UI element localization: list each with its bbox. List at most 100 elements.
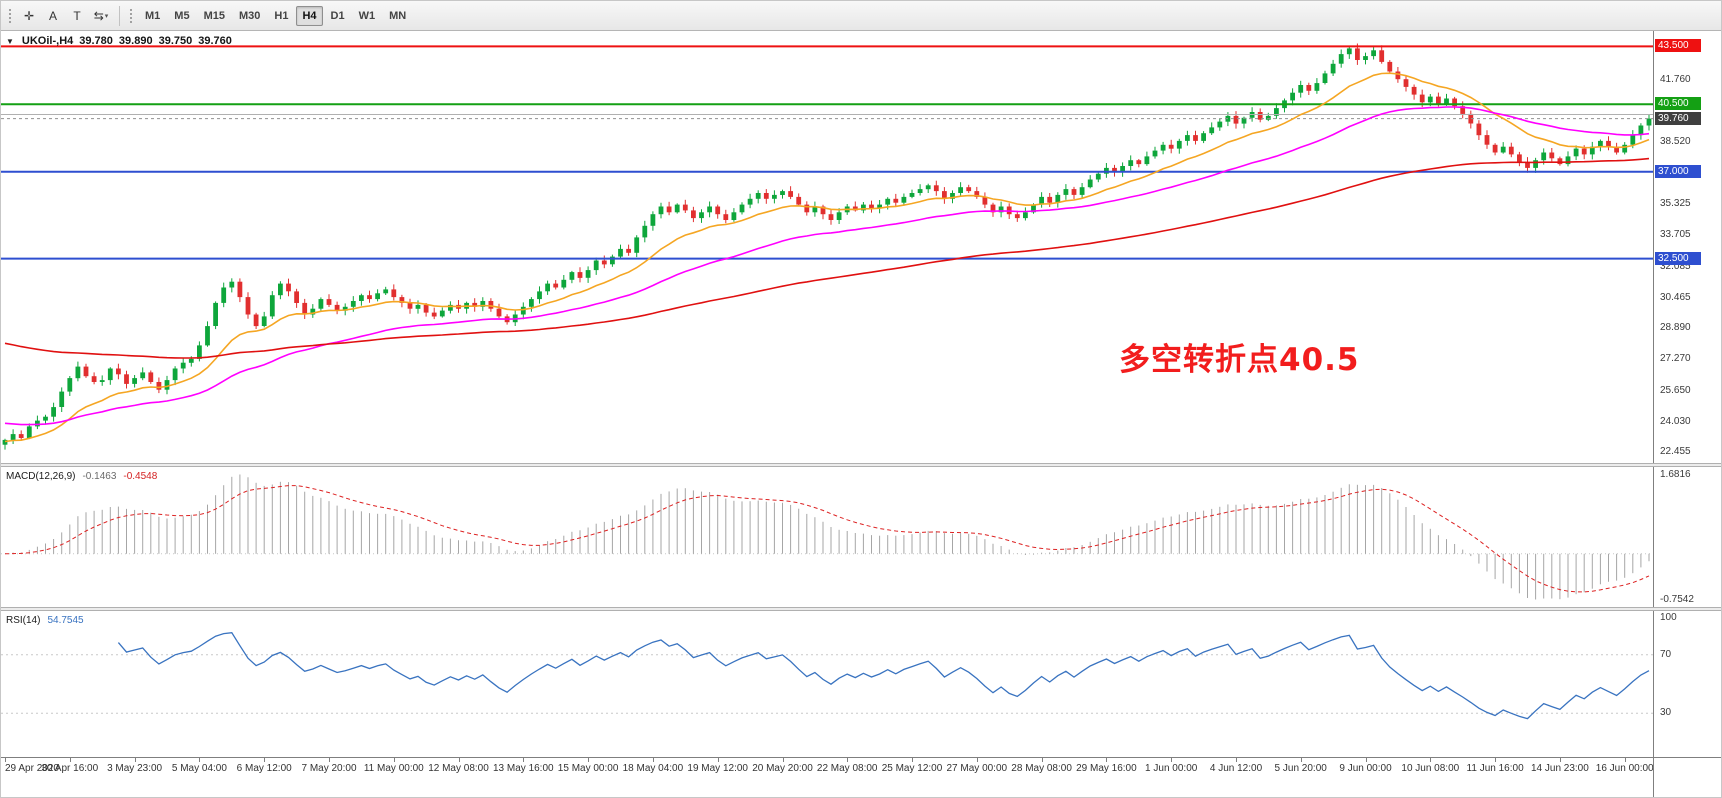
time-axis-tick — [523, 758, 525, 762]
timeframe-button-d1[interactable]: D1 — [330, 9, 345, 22]
time-axis-label: 9 Jun 00:00 — [1339, 763, 1392, 774]
chart-symbol-period: UKOil-,H4 — [21, 35, 74, 47]
time-axis-label: 30 Apr 16:00 — [41, 763, 99, 774]
price-axis-tick: 27.270 — [1660, 353, 1691, 365]
ohlc-low: 39.750 — [158, 35, 193, 47]
time-axis-gutter — [1653, 758, 1721, 797]
time-axis-label: 18 May 04:00 — [622, 763, 684, 774]
chart-title: ▼ UKOil-,H4 39.780 39.890 39.750 39.760 — [6, 35, 232, 47]
collapse-arrow-icon[interactable]: ▼ — [6, 36, 14, 46]
crosshair-tool-icon: ✛ — [23, 8, 35, 23]
time-axis-tick — [199, 758, 201, 762]
timeframe-button-h4[interactable]: H4 — [296, 5, 323, 26]
time-axis-label: 20 May 20:00 — [752, 763, 813, 774]
timeframe-button-m15[interactable]: M15 — [203, 9, 225, 22]
time-axis-tick — [329, 758, 330, 762]
rsi-svg[interactable] — [1, 611, 1653, 757]
price-axis-tick: 25.650 — [1660, 384, 1691, 396]
price-chart-panel: 41.760 38.520 35.325 33.705 32.085 30.465 28.8… — [1, 31, 1721, 463]
text-label-tool[interactable]: A — [41, 5, 65, 27]
time-axis-label: 14 Jun 23:00 — [1530, 763, 1589, 774]
price-level-label: 39.760 — [1655, 111, 1701, 125]
macd-signal-value: -0.4548 — [123, 471, 158, 482]
time-axis-label: 19 May 12:00 — [687, 763, 748, 774]
time-axis-tick — [976, 758, 978, 762]
price-axis-tick: 32.085 — [1660, 260, 1691, 272]
rsi-axis[interactable]: 100 70 30 — [1653, 611, 1721, 757]
ohlc-open: 39.780 — [79, 35, 113, 47]
price-axis-tick: 30.465 — [1660, 291, 1691, 303]
time-axis-label: 1 Jun 00:00 — [1145, 763, 1198, 774]
timeframe-button-m30[interactable]: M30 — [238, 9, 261, 22]
time-axis-label: 12 May 08:00 — [428, 763, 489, 774]
price-level-label: 37.000 — [1655, 164, 1701, 178]
time-axis-tick — [1365, 758, 1367, 762]
time-axis-label: 4 Jun 12:00 — [1209, 763, 1263, 774]
timeframe-button-m1[interactable]: M1 — [145, 9, 161, 22]
rsi-label-row: RSI(14) 54.7545 — [6, 615, 84, 626]
timeframe-button-m5[interactable]: M5 — [174, 9, 190, 22]
crosshair-tool[interactable]: ✛ — [17, 5, 41, 27]
time-axis-label: 10 Jun 08:00 — [1401, 763, 1460, 774]
ohlc-close: 39.760 — [198, 35, 232, 47]
timeframe-button-mn[interactable]: MN — [389, 9, 407, 22]
price-axis[interactable]: 41.760 38.520 35.325 33.705 32.085 30.465 28.8… — [1653, 31, 1721, 463]
indicators-dropdown-icon: ⇆ — [93, 8, 104, 23]
time-axis-label: 5 Jun 20:00 — [1274, 763, 1327, 774]
time-axis[interactable]: 29 Apr 2020 30 Apr 16:00 3 May 23:00 5 May … — [1, 757, 1721, 797]
price-level-label: 40.500 — [1655, 97, 1701, 111]
time-axis-tick — [588, 758, 590, 762]
price-axis-tick: 35.325 — [1660, 198, 1691, 210]
rsi-axis-label: 30 — [1660, 707, 1672, 719]
timeframe-grip-handle[interactable] — [128, 6, 133, 25]
timeframe-button-h1[interactable]: H1 — [274, 9, 289, 22]
time-axis-label: 29 May 16:00 — [1076, 763, 1137, 774]
text-box-tool-icon: T — [73, 8, 81, 23]
timeframe-group: M1 M5 M15 M30 H1 H4 D1 W1 MN — [138, 5, 413, 26]
price-axis-tick: 38.520 — [1660, 136, 1691, 148]
time-axis-label: 13 May 16:00 — [492, 763, 554, 774]
text-label-tool-icon: A — [48, 8, 57, 23]
rsi-axis-label: 70 — [1660, 648, 1672, 660]
time-axis-label: 29 Apr 2020 — [5, 763, 59, 774]
time-axis-label: 25 May 12:00 — [881, 763, 943, 774]
time-axis-tick — [134, 758, 136, 762]
time-axis-tick — [717, 758, 719, 762]
timeframe-button-w1[interactable]: W1 — [358, 9, 376, 22]
toolbar-tools: ✛ A T ⇆ ▾ — [17, 5, 113, 27]
time-axis-tick — [1236, 758, 1237, 762]
time-axis-tick — [5, 758, 6, 762]
dropdown-caret-icon: ▾ — [104, 12, 109, 20]
macd-axis-max: 1.6816 — [1660, 469, 1691, 480]
time-axis-tick — [393, 758, 395, 762]
macd-svg[interactable] — [1, 467, 1653, 607]
macd-name: MACD(12,26,9) — [6, 471, 76, 482]
rsi-value: 54.7545 — [47, 615, 84, 626]
time-axis-label: 16 Jun 00:00 — [1595, 763, 1653, 774]
time-axis-tick — [1495, 758, 1497, 762]
macd-panel-splitter[interactable] — [1, 463, 1721, 467]
price-axis-tick: 24.030 — [1660, 415, 1691, 427]
time-axis-label: 11 Jun 16:00 — [1466, 763, 1524, 774]
time-axis-tick — [652, 758, 654, 762]
toolbar-grip-handle[interactable] — [7, 6, 12, 25]
text-box-tool[interactable]: T — [65, 5, 89, 27]
price-axis-tick: 28.890 — [1660, 322, 1691, 334]
price-level-label: 32.500 — [1655, 251, 1701, 265]
time-axis-label: 7 May 20:00 — [301, 763, 357, 774]
time-axis-label: 11 May 00:00 — [363, 763, 424, 774]
time-axis-label: 3 May 23:00 — [107, 763, 163, 774]
toolbar: ✛ A T ⇆ ▾ M1 M5 M15 M30 H1 H4 D1 W1 MN — [1, 1, 1721, 31]
time-axis-tick — [1171, 758, 1173, 762]
time-axis-tick — [912, 758, 913, 762]
macd-main-value: -0.1463 — [82, 471, 117, 482]
price-chart-svg[interactable] — [1, 31, 1653, 463]
price-axis-tick: 41.760 — [1660, 73, 1691, 85]
macd-axis-min: -0.7542 — [1660, 594, 1694, 605]
indicators-dropdown[interactable]: ⇆ ▾ — [89, 5, 113, 27]
time-axis-tick — [1624, 758, 1626, 762]
time-axis-tick — [1041, 758, 1043, 762]
macd-axis[interactable]: 1.6816 -0.7542 — [1653, 467, 1721, 607]
rsi-panel-splitter[interactable] — [1, 607, 1721, 611]
